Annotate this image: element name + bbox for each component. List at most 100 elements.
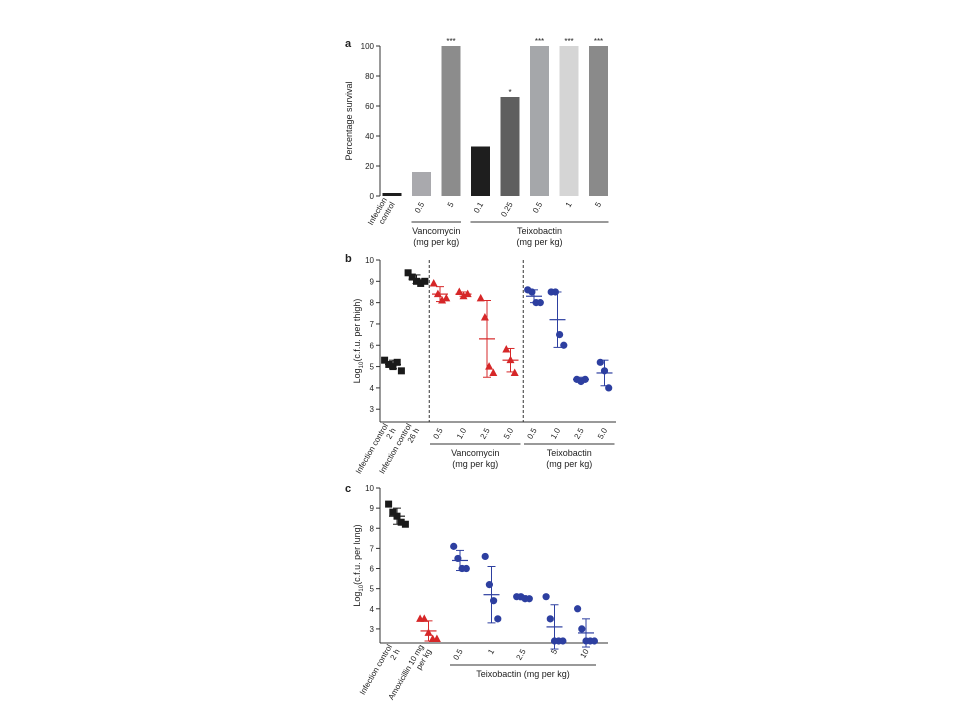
data-point-square xyxy=(393,358,401,366)
y-tick-label: 6 xyxy=(370,341,375,350)
y-tick-label: 40 xyxy=(365,132,374,141)
category-label: Infectioncontrol xyxy=(366,196,397,231)
panel-label: c xyxy=(345,483,351,495)
y-tick-label: 10 xyxy=(365,484,374,493)
group-label: Teixobactin xyxy=(547,448,592,458)
data-point-square xyxy=(397,367,405,375)
category-label-line: 5.0 xyxy=(596,426,610,441)
category-label: 5 xyxy=(446,200,456,209)
category-label: 0.5 xyxy=(431,426,445,441)
category-label-line: 0.5 xyxy=(531,200,545,215)
category-label-line: 5.0 xyxy=(502,426,516,441)
category-label-line: 0.5 xyxy=(525,426,539,441)
significance-mark: *** xyxy=(564,37,573,46)
category-label: 0.1 xyxy=(472,200,486,215)
group-label: Vancomycin xyxy=(412,226,460,236)
data-point-circle xyxy=(494,615,502,623)
group-label: Vancomycin xyxy=(451,448,499,458)
y-tick-label: 9 xyxy=(370,504,375,513)
bar xyxy=(441,46,461,196)
data-point-square xyxy=(421,277,429,285)
y-tick-label: 3 xyxy=(370,405,375,414)
data-point-circle xyxy=(450,542,458,550)
data-point-circle xyxy=(481,552,489,561)
category-label-line: Infection control xyxy=(358,643,394,697)
data-point-triangle xyxy=(489,368,498,376)
data-point-square xyxy=(404,269,412,277)
category-label: 10 xyxy=(578,647,591,660)
category-label: 1 xyxy=(486,647,496,656)
category-label-line: 0.5 xyxy=(451,647,465,662)
category-label-line: 5 xyxy=(593,200,603,209)
y-tick-label: 7 xyxy=(370,544,375,553)
data-point-triangle xyxy=(433,289,442,298)
data-point-circle xyxy=(560,341,568,349)
data-point-circle xyxy=(525,595,533,603)
y-tick-label: 9 xyxy=(370,277,375,286)
data-point-triangle xyxy=(485,362,494,370)
data-point-square xyxy=(381,356,389,364)
category-label: 0.5 xyxy=(531,200,545,215)
group-label: Teixobactin xyxy=(517,226,562,236)
y-tick-label: 8 xyxy=(370,299,375,308)
y-tick-label: 4 xyxy=(370,605,375,614)
data-point-triangle xyxy=(420,614,429,622)
category-label: 5 xyxy=(549,647,559,656)
category-label-line: 2.5 xyxy=(514,647,528,662)
panel-label: b xyxy=(345,253,352,265)
category-label: 5.0 xyxy=(596,426,610,441)
data-point-circle xyxy=(559,637,567,645)
category-label-line: 1.0 xyxy=(455,426,469,441)
y-tick-label: 7 xyxy=(370,320,375,329)
y-axis-title: Log10(c.f.u. per lung) xyxy=(352,524,365,606)
group-label: (mg per kg) xyxy=(516,237,562,247)
category-label-line: 1 xyxy=(564,200,574,209)
data-point-triangle xyxy=(463,289,472,298)
y-tick-label: 5 xyxy=(370,363,375,372)
data-point-circle xyxy=(536,299,544,307)
y-axis-title-rest: (c.f.u. per lung) xyxy=(352,524,362,585)
category-label: 0.5 xyxy=(525,426,539,441)
category-label: 2.5 xyxy=(478,426,492,441)
bar xyxy=(412,172,431,196)
y-tick-label: 100 xyxy=(361,42,375,51)
category-label-line: 0.5 xyxy=(431,426,445,441)
data-point-circle xyxy=(578,625,586,633)
data-point-triangle xyxy=(510,368,519,376)
bar xyxy=(559,46,579,196)
data-point-triangle xyxy=(502,345,511,353)
data-point-triangle xyxy=(480,313,489,321)
category-label: 1.0 xyxy=(455,426,469,441)
category-label: 5.0 xyxy=(502,426,516,441)
data-point-square xyxy=(389,508,397,516)
group-label: Teixobactin (mg per kg) xyxy=(476,669,570,679)
data-point-circle xyxy=(546,615,554,623)
y-axis-title-subscript: 10 xyxy=(359,361,365,368)
category-label-line: 5 xyxy=(446,200,456,209)
category-label-line: 10 xyxy=(578,647,591,660)
significance-mark: *** xyxy=(594,37,603,46)
y-axis-title-subscript: 10 xyxy=(359,584,365,591)
y-tick-label: 60 xyxy=(365,102,374,111)
category-label: 0.5 xyxy=(451,647,465,662)
data-point-triangle xyxy=(432,634,441,642)
group-label: (mg per kg) xyxy=(413,237,459,247)
data-point-triangle xyxy=(442,293,451,302)
significance-mark: * xyxy=(508,88,511,97)
category-label: 1.0 xyxy=(549,426,563,441)
data-point-square xyxy=(397,518,405,526)
y-tick-label: 3 xyxy=(370,625,375,634)
bar xyxy=(471,146,490,196)
category-label: 0.5 xyxy=(413,200,427,215)
y-tick-label: 20 xyxy=(365,162,374,171)
y-tick-label: 0 xyxy=(370,192,375,201)
y-axis-title: Percentage survival xyxy=(344,81,354,160)
category-label-line: 2.5 xyxy=(572,426,586,441)
y-axis-title-main: Log xyxy=(352,368,362,383)
category-label-line: 1.0 xyxy=(549,426,563,441)
y-tick-label: 5 xyxy=(370,585,375,594)
data-point-circle xyxy=(542,593,550,601)
category-label-line: 5 xyxy=(549,647,559,656)
